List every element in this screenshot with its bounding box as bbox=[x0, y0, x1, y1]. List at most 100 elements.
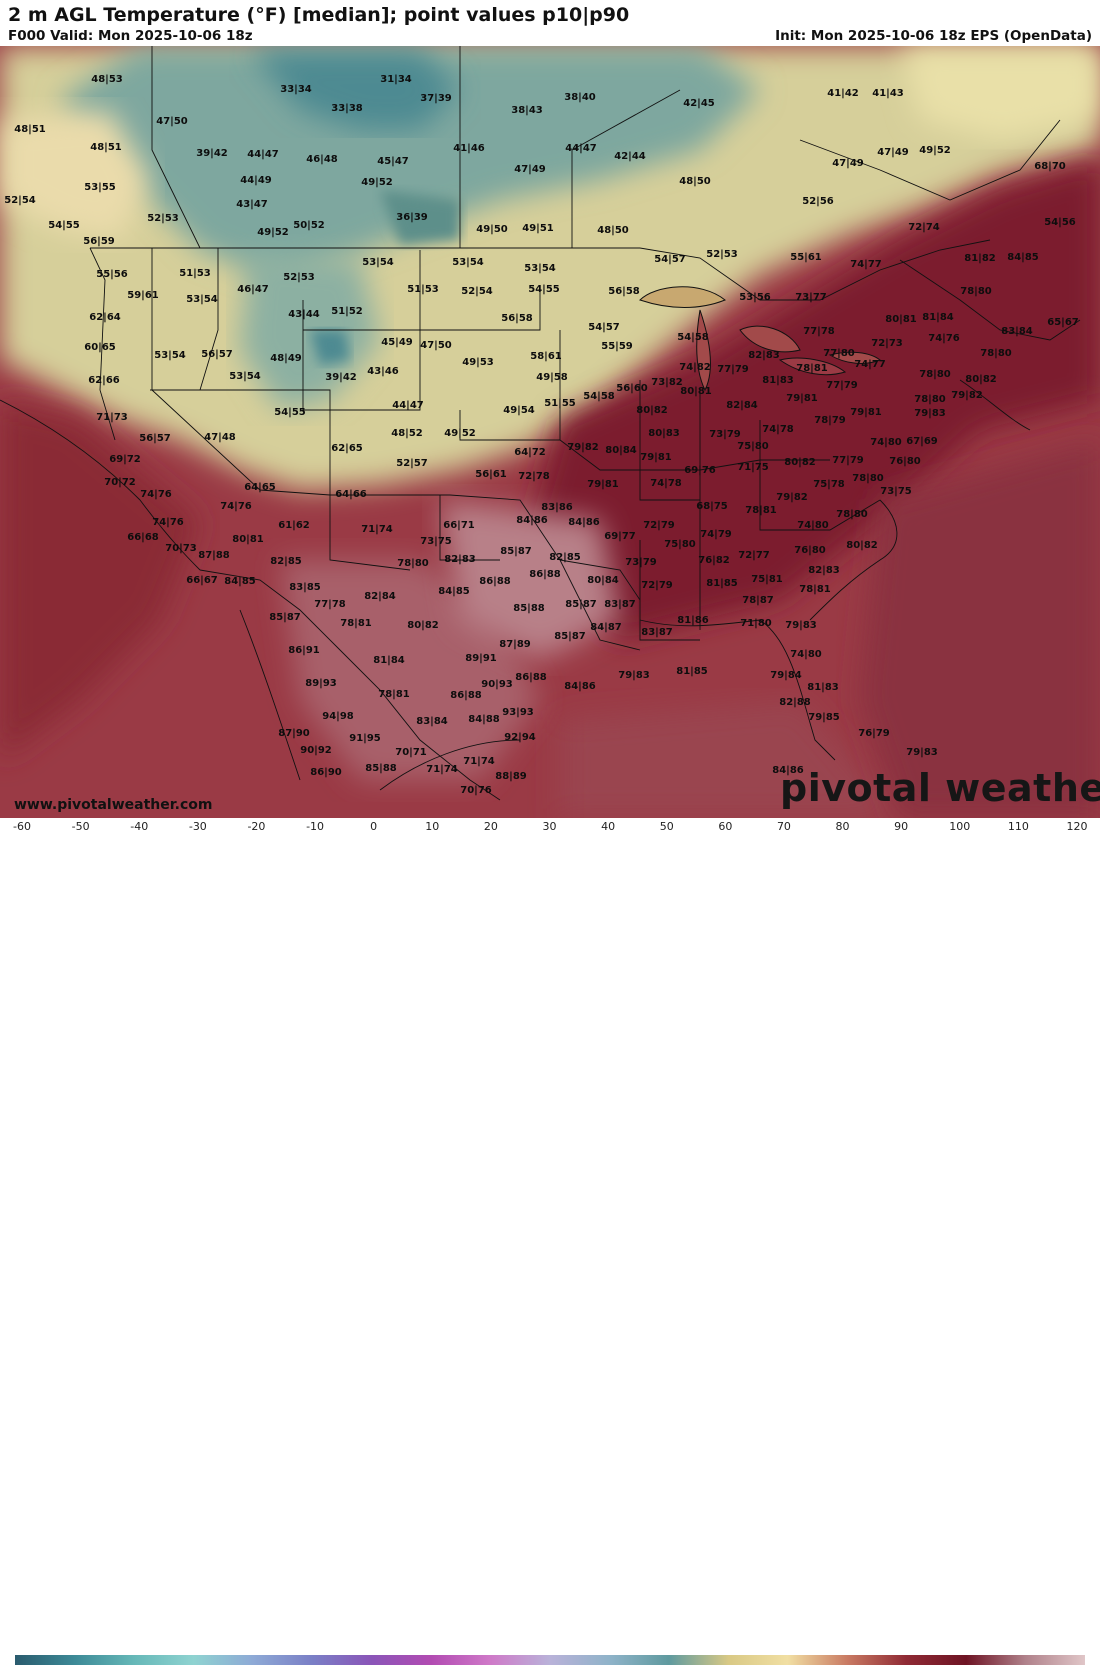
point-value-label: 87|88 bbox=[198, 550, 230, 561]
point-value-label: 82|85 bbox=[549, 552, 581, 563]
point-value-label: 90|93 bbox=[481, 679, 513, 690]
point-value-label: 81|85 bbox=[676, 666, 708, 677]
point-value-label: 56|58 bbox=[608, 286, 640, 297]
point-value-label: 77|78 bbox=[803, 326, 835, 337]
point-value-label: 78|81 bbox=[378, 689, 410, 700]
point-value-label: 78|80 bbox=[836, 509, 868, 520]
point-value-label: 46|47 bbox=[237, 284, 269, 295]
color-scale: -60 -50 -40 -30 -20 -10 0 10 20 30 40 50 60 70 80 90 100… bbox=[0, 818, 1100, 1665]
color-scale-tick: 80 bbox=[835, 820, 850, 833]
point-value-label: 61|62 bbox=[278, 520, 310, 531]
point-value-label: 74|79 bbox=[700, 529, 732, 540]
point-value-label: 74|76 bbox=[220, 501, 252, 512]
point-value-label: 41|42 bbox=[827, 88, 859, 99]
point-value-label: 48|50 bbox=[679, 176, 711, 187]
point-value-label: 70|72 bbox=[104, 477, 136, 488]
point-value-label: 80|82 bbox=[784, 457, 816, 468]
point-value-label: 76|82 bbox=[698, 555, 730, 566]
point-value-label: 86|88 bbox=[529, 569, 561, 580]
point-value-label: 44|47 bbox=[565, 143, 597, 154]
point-value-label: 60|65 bbox=[84, 342, 116, 353]
point-value-label: 86|91 bbox=[288, 645, 320, 656]
point-value-label: 83|87 bbox=[604, 599, 636, 610]
point-value-label: 72|78 bbox=[518, 471, 550, 482]
point-value-label: 73|79 bbox=[625, 557, 657, 568]
point-value-label: 78|80 bbox=[914, 394, 946, 405]
point-value-label: 42|44 bbox=[614, 151, 646, 162]
point-value-label: 87|89 bbox=[499, 639, 531, 650]
point-value-label: 74|76 bbox=[152, 517, 184, 528]
point-value-label: 79|82 bbox=[776, 492, 808, 503]
point-value-label: 51|53 bbox=[179, 268, 211, 279]
point-value-label: 79|83 bbox=[785, 620, 817, 631]
point-value-label: 78|80 bbox=[397, 558, 429, 569]
point-value-label: 82|85 bbox=[270, 556, 302, 567]
point-value-label: 67|69 bbox=[906, 436, 938, 447]
point-value-label: 85|87 bbox=[554, 631, 586, 642]
point-value-label: 83|87 bbox=[641, 627, 673, 638]
point-value-label: 88|89 bbox=[495, 771, 527, 782]
point-value-label: 78|87 bbox=[742, 595, 774, 606]
point-value-label: 53|54 bbox=[229, 371, 261, 382]
political-borders bbox=[0, 46, 1081, 801]
point-value-label: 74|78 bbox=[650, 478, 682, 489]
point-value-label: 54|55 bbox=[48, 220, 80, 231]
point-value-label: 83|84 bbox=[416, 716, 448, 727]
point-value-label: 52|53 bbox=[147, 213, 179, 224]
point-value-label: 69|72 bbox=[109, 454, 141, 465]
point-value-label: 77|79 bbox=[832, 455, 864, 466]
point-value-label: 49|52 bbox=[919, 145, 951, 156]
point-value-label: 92|94 bbox=[504, 732, 536, 743]
point-value-label: 51|52 bbox=[331, 306, 363, 317]
point-value-label: 49|58 bbox=[536, 372, 568, 383]
point-value-label: 64|65 bbox=[244, 482, 276, 493]
color-scale-tick: 10 bbox=[425, 820, 440, 833]
point-value-label: 74|80 bbox=[870, 437, 902, 448]
point-value-label: 74|78 bbox=[762, 424, 794, 435]
point-value-label: 47|49 bbox=[514, 164, 546, 175]
point-value-label: 76|80 bbox=[889, 456, 921, 467]
point-value-label: 77|79 bbox=[826, 380, 858, 391]
point-value-label: 78|81 bbox=[745, 505, 777, 516]
point-value-label: 56|58 bbox=[501, 313, 533, 324]
point-value-label: 59|61 bbox=[127, 290, 159, 301]
point-value-label: 48|53 bbox=[91, 74, 123, 85]
color-scale-tick: 40 bbox=[601, 820, 616, 833]
point-value-label: 82|88 bbox=[779, 697, 811, 708]
init-time: Init: Mon 2025-10-06 18z EPS (OpenData) bbox=[775, 28, 1092, 44]
point-value-label: 71|74 bbox=[463, 756, 495, 767]
point-value-label: 62|64 bbox=[89, 312, 121, 323]
point-value-label: 90|92 bbox=[300, 745, 332, 756]
point-value-label: 73|75 bbox=[420, 536, 452, 547]
point-value-label: 80|83 bbox=[648, 428, 680, 439]
point-value-label: 78|81 bbox=[799, 584, 831, 595]
map-header: 2 m AGL Temperature (°F) [median]; point… bbox=[0, 0, 1100, 46]
point-value-label: 56|59 bbox=[83, 236, 115, 247]
point-value-label: 52|53 bbox=[283, 272, 315, 283]
point-value-label: 50|52 bbox=[293, 220, 325, 231]
point-value-label: 33|34 bbox=[280, 84, 312, 95]
point-value-label: 52|53 bbox=[706, 249, 738, 260]
point-value-label: 84|86 bbox=[564, 681, 596, 692]
point-value-label: 71|75 bbox=[737, 462, 769, 473]
point-value-label: 37|39 bbox=[420, 93, 452, 104]
point-value-label: 80|82 bbox=[846, 540, 878, 551]
color-scale-tick: -40 bbox=[130, 820, 149, 833]
color-scale-tick: -30 bbox=[188, 820, 207, 833]
point-value-label: 77|80 bbox=[823, 348, 855, 359]
color-scale-tick: -10 bbox=[306, 820, 325, 833]
point-value-label: 51|55 bbox=[544, 398, 576, 409]
point-value-label: 81|83 bbox=[762, 375, 794, 386]
point-value-label: 87|90 bbox=[278, 728, 310, 739]
point-value-label: 47|48 bbox=[204, 432, 236, 443]
point-value-label: 75|81 bbox=[751, 574, 783, 585]
point-value-label: 84|86 bbox=[568, 517, 600, 528]
point-value-label: 78|81 bbox=[796, 363, 828, 374]
temperature-map[interactable]: 48|53 33|34 31|34 37|39 38|40 38|43 42|45 41|43… bbox=[0, 46, 1100, 818]
point-value-label: 49|54 bbox=[503, 405, 535, 416]
point-value-label: 38|43 bbox=[511, 105, 543, 116]
color-scale-tick: -60 bbox=[13, 820, 31, 833]
point-value-label: 39|42 bbox=[196, 148, 228, 159]
point-value-label: 80|82 bbox=[636, 405, 668, 416]
color-ramp bbox=[15, 1655, 1085, 1665]
